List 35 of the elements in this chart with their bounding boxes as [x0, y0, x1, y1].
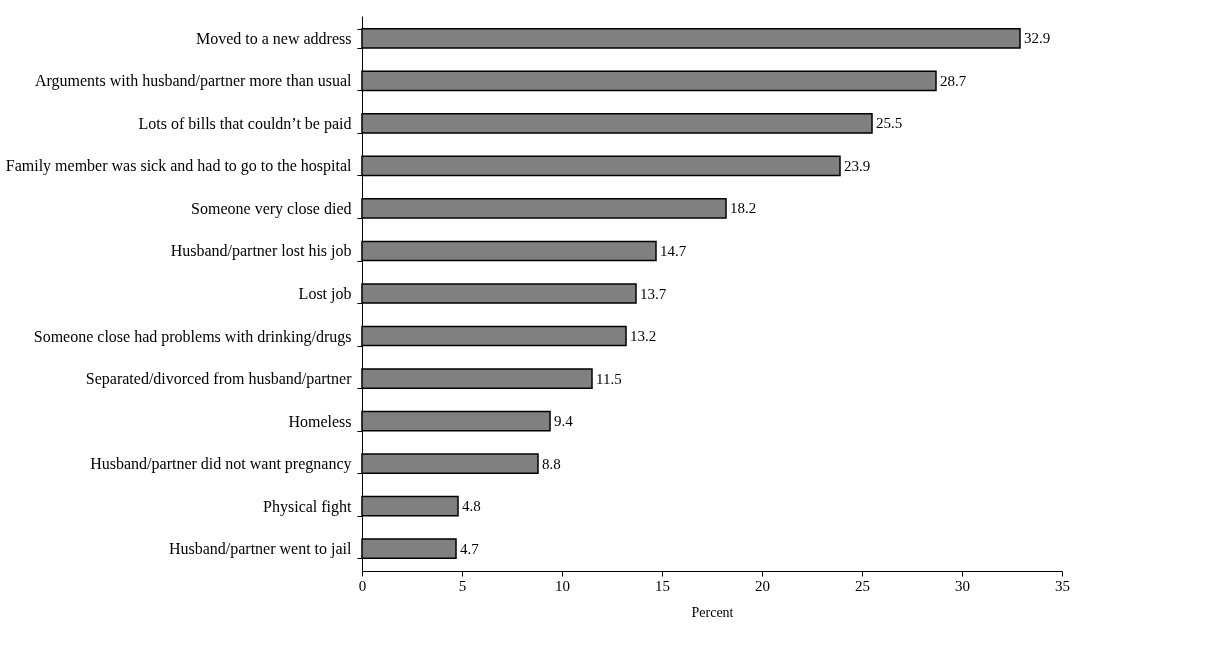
data-label: 18.2 — [730, 200, 757, 217]
y-tick-label: Separated/divorced from husband/partner — [85, 370, 353, 389]
data-label: 4.7 — [460, 540, 480, 557]
x-tick-label: 30 — [955, 577, 970, 594]
data-label: 4.8 — [462, 498, 481, 515]
x-tick-label: 5 — [458, 577, 467, 594]
x-tick-label: 35 — [1055, 577, 1070, 594]
x-tick-label: 0 — [358, 577, 367, 594]
y-tick-label: Moved to a new address — [195, 29, 352, 47]
data-label: 23.9 — [844, 157, 871, 174]
data-label: 28.7 — [940, 72, 967, 89]
x-tick-label: 10 — [555, 577, 570, 594]
y-tick-label: Someone close had problems with drinking/drugs — [33, 327, 352, 346]
data-label: 32.9 — [1024, 30, 1051, 47]
x-axis-title: Percent — [691, 604, 734, 620]
data-label: 13.2 — [630, 328, 657, 345]
y-tick-label: Someone very close died — [191, 199, 352, 218]
data-label: 9.4 — [554, 413, 574, 430]
data-label: 11.5 — [596, 370, 622, 387]
y-tick-label: Homeless — [288, 412, 352, 430]
x-tick-label: 20 — [755, 577, 770, 594]
data-label: 13.7 — [640, 285, 667, 302]
y-tick-label: Lots of bills that couldn’t be paid — [138, 114, 352, 133]
x-tick-label: 25 — [855, 577, 870, 594]
y-tick-label: Husband/partner did not want pregnancy — [90, 455, 352, 474]
y-tick-label: Lost job — [298, 285, 352, 303]
y-tick-label: Arguments with husband/partner more than usual — [34, 72, 353, 91]
data-label: 14.7 — [660, 242, 687, 259]
y-tick-label: Husband/partner lost his job — [170, 242, 352, 261]
y-tick-label: Family member was sick and had to go to the hospital — [5, 157, 353, 176]
x-tick-label: 15 — [655, 577, 670, 594]
y-tick-label: Physical fight — [263, 497, 353, 516]
y-tick-label: Husband/partner went to jail — [168, 540, 353, 559]
data-label: 25.5 — [876, 115, 903, 132]
data-label: 8.8 — [542, 455, 561, 472]
